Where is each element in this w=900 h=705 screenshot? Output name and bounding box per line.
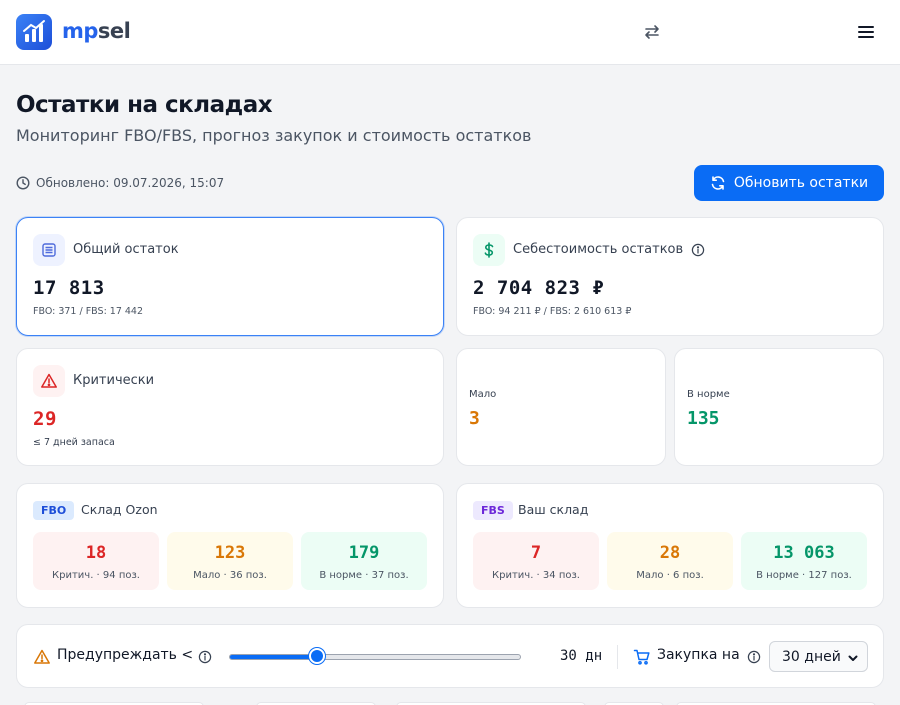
fbo-normal-tile[interactable]: 179 В норме · 37 поз. — [301, 532, 427, 590]
total-label: Общий остаток — [73, 242, 179, 257]
fbo-critical-value: 18 — [85, 543, 107, 563]
settings-bar: Предупреждать < 30 дн Закупка на 30 дней — [16, 624, 884, 688]
normal-stock-card[interactable]: В норме 135 — [674, 348, 884, 466]
warn-threshold-label: Предупреждать < — [57, 647, 194, 663]
updated-timestamp: Обновлено: 09.07.2026, 15:07 — [16, 174, 224, 192]
page-title: Остатки на складах — [16, 92, 273, 118]
logo-text[interactable]: mpsel — [62, 19, 131, 43]
swap-arrows-icon[interactable] — [642, 22, 662, 42]
fbs-title: Ваш склад — [518, 502, 589, 517]
logo-icon[interactable] — [16, 14, 52, 50]
fbo-title: Склад Ozon — [81, 502, 158, 517]
warn-days-value: 30 дн — [560, 648, 603, 664]
purchase-horizon-label: Закупка на — [657, 647, 740, 663]
database-icon — [33, 234, 65, 266]
normal-label: В норме — [687, 389, 730, 400]
warn-days-slider[interactable] — [229, 654, 521, 660]
fbs-low-label: Мало · 6 поз. — [636, 570, 704, 581]
fbs-low-tile[interactable]: 28 Мало · 6 поз. — [607, 532, 733, 590]
fbo-normal-value: 179 — [348, 543, 380, 563]
fbs-low-value: 28 — [659, 543, 681, 563]
critical-note: ≤ 7 дней запаса — [33, 437, 115, 448]
logo-mp: mp — [62, 19, 98, 43]
refresh-icon — [711, 176, 725, 190]
fbo-critical-tile[interactable]: 18 Критич. · 94 поз. — [33, 532, 159, 590]
info-icon[interactable] — [747, 650, 761, 664]
fbs-warehouse-card: FBS Ваш склад 7 Критич. · 34 поз. 28 Мал… — [456, 483, 884, 608]
info-icon[interactable] — [198, 650, 212, 664]
fbo-normal-label: В норме · 37 поз. — [319, 570, 409, 581]
fbo-badge: FBO — [33, 501, 75, 520]
cost-label-text: Себестоимость остатков — [513, 242, 684, 257]
cost-note: FBO: 94 211 ₽ / FBS: 2 610 613 ₽ — [473, 306, 632, 317]
cost-label: Себестоимость остатков — [513, 242, 705, 257]
fbo-warehouse-card: FBO Склад Ozon 18 Критич. · 94 поз. 123 … — [16, 483, 444, 608]
critical-stock-card[interactable]: Критически 29 ≤ 7 дней запаса — [16, 348, 444, 466]
divider — [617, 645, 618, 669]
total-value: 17 813 — [33, 277, 105, 299]
total-note: FBO: 371 / FBS: 17 442 — [33, 306, 144, 317]
cost-value: 2 704 823 ₽ — [473, 277, 605, 299]
clock-icon — [16, 176, 30, 190]
fbs-normal-tile[interactable]: 13 063 В норме · 127 поз. — [741, 532, 867, 590]
page-subtitle: Мониторинг FBO/FBS, прогноз закупок и ст… — [16, 126, 532, 145]
hamburger-menu-icon[interactable] — [856, 22, 876, 42]
critical-value: 29 — [33, 408, 57, 430]
total-stock-card[interactable]: Общий остаток 17 813 FBO: 371 / FBS: 17 … — [16, 217, 444, 336]
low-value: 3 — [469, 408, 480, 429]
updated-label: Обновлено: 09.07.2026, 15:07 — [36, 176, 225, 190]
info-icon[interactable] — [691, 243, 705, 257]
stock-cost-card[interactable]: Себестоимость остатков 2 704 823 ₽ FBO: … — [456, 217, 884, 336]
dollar-icon — [473, 234, 505, 266]
fbo-critical-label: Критич. · 94 поз. — [52, 570, 140, 581]
warning-triangle-icon — [33, 365, 65, 397]
slider-fill — [230, 655, 317, 659]
critical-label: Критически — [73, 373, 155, 388]
fbs-critical-value: 7 — [530, 543, 542, 563]
fbs-normal-label: В норме · 127 поз. — [756, 570, 852, 581]
cart-icon — [633, 649, 650, 665]
fbs-normal-value: 13 063 — [773, 543, 835, 563]
warning-triangle-icon — [34, 649, 50, 664]
refresh-label: Обновить остатки — [733, 175, 869, 191]
fbo-low-value: 123 — [214, 543, 246, 563]
slider-thumb[interactable] — [308, 648, 325, 664]
chevron-down-icon — [848, 655, 858, 661]
purchase-horizon-select[interactable]: 30 дней — [769, 641, 868, 672]
low-stock-card[interactable]: Мало 3 — [456, 348, 666, 466]
purchase-horizon-value: 30 дней — [782, 648, 841, 665]
fbo-low-tile[interactable]: 123 Мало · 36 поз. — [167, 532, 293, 590]
logo-sel: sel — [97, 19, 131, 43]
normal-value: 135 — [687, 408, 720, 429]
fbs-critical-label: Критич. · 34 поз. — [492, 570, 580, 581]
fbo-low-label: Мало · 36 поз. — [193, 570, 267, 581]
fbs-critical-tile[interactable]: 7 Критич. · 34 поз. — [473, 532, 599, 590]
fbs-badge: FBS — [473, 501, 513, 520]
low-label: Мало — [469, 389, 497, 400]
top-header: mpsel — [0, 0, 900, 65]
refresh-stock-button[interactable]: Обновить остатки — [694, 165, 884, 201]
